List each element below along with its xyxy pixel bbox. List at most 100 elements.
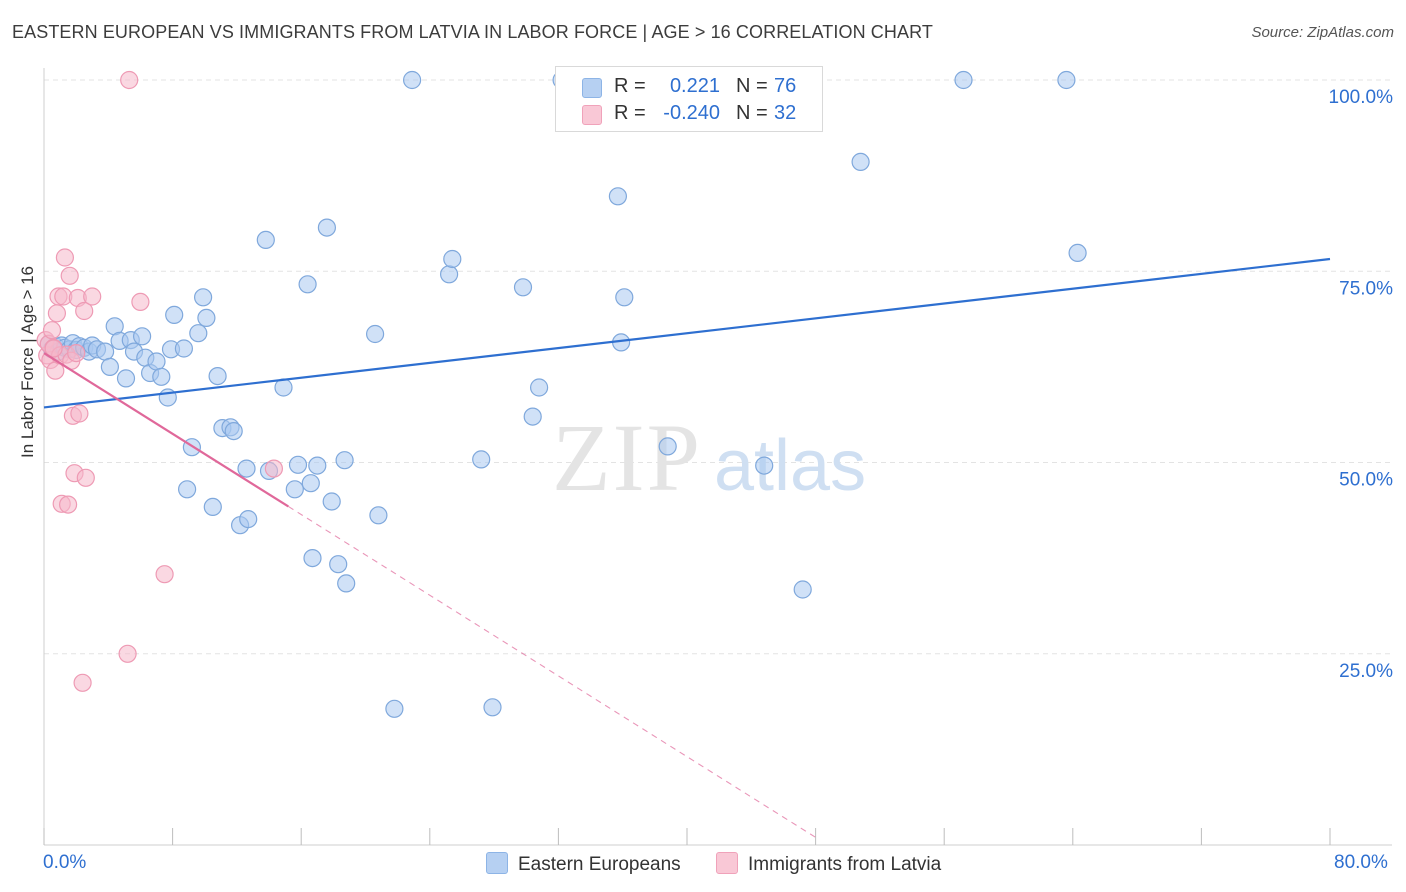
data-point xyxy=(100,357,120,376)
data-point xyxy=(152,367,171,386)
data-point xyxy=(285,480,304,499)
bottom-legend-label: Eastern Europeans xyxy=(518,854,681,875)
bottom-legend-label: Immigrants from Latvia xyxy=(748,854,942,875)
data-point xyxy=(95,342,115,361)
data-point xyxy=(76,468,95,487)
bottom-legend-swatch-blue xyxy=(486,852,508,874)
trend-line-solid xyxy=(43,352,289,508)
y-tick-label: 50.0% xyxy=(1339,470,1393,491)
data-point xyxy=(440,265,459,284)
legend-n-label: N = xyxy=(736,102,768,124)
y-tick-label: 100.0% xyxy=(1329,87,1394,108)
legend-r-value: 0.221 xyxy=(669,75,720,97)
data-point xyxy=(194,288,213,307)
correlation-legend: R = 0.221 N = 76 R = -0.240 N = 32 xyxy=(555,66,823,132)
legend-swatch-pink xyxy=(582,105,602,125)
data-point xyxy=(443,249,462,269)
data-point xyxy=(73,673,92,692)
bottom-legend-swatch-pink xyxy=(716,852,738,874)
data-point xyxy=(178,480,197,499)
data-point xyxy=(67,344,86,363)
data-point xyxy=(317,218,336,237)
watermark: ZIP atlas xyxy=(552,404,866,511)
data-point xyxy=(189,324,208,343)
data-point xyxy=(513,278,533,297)
trend-lines xyxy=(43,257,1331,838)
y-axis-label: In Labor Force | Age > 16 xyxy=(18,265,37,458)
data-point xyxy=(264,459,283,478)
x-max-label: 80.0% xyxy=(1334,852,1388,873)
data-point xyxy=(608,187,628,206)
data-point xyxy=(133,327,152,346)
data-point xyxy=(58,495,78,514)
data-point xyxy=(224,422,243,441)
axes xyxy=(43,68,1392,846)
data-point xyxy=(75,301,94,321)
legend-n-label: N = xyxy=(736,75,768,97)
source-label: Source: ZipAtlas.com xyxy=(1251,24,1394,41)
data-point xyxy=(155,565,174,584)
data-point xyxy=(851,152,870,171)
data-point xyxy=(147,352,166,371)
series-immigrants-from-latvia xyxy=(36,70,283,692)
data-point xyxy=(403,70,422,90)
data-point xyxy=(337,574,356,593)
y-tick-label: 25.0% xyxy=(1339,661,1393,682)
data-point xyxy=(83,287,102,306)
data-point xyxy=(483,698,502,717)
data-point xyxy=(239,509,258,529)
data-point xyxy=(131,292,150,311)
data-point xyxy=(70,404,89,423)
data-point xyxy=(288,455,308,474)
data-point xyxy=(385,699,404,718)
data-point xyxy=(615,288,634,307)
chart-title: EASTERN EUROPEAN VS IMMIGRANTS FROM LATV… xyxy=(12,22,933,42)
data-point xyxy=(322,492,341,511)
data-point xyxy=(116,369,136,388)
data-point xyxy=(165,305,184,324)
data-point xyxy=(308,456,327,475)
data-point xyxy=(237,459,256,478)
data-point xyxy=(298,275,317,294)
data-point xyxy=(954,70,973,90)
legend-r-label: R = xyxy=(614,102,646,124)
data-point xyxy=(529,378,549,397)
data-point xyxy=(369,506,388,525)
data-point xyxy=(60,266,79,285)
data-point xyxy=(335,451,354,470)
trend-line-solid xyxy=(43,257,1331,409)
watermark-atlas: atlas xyxy=(714,426,866,506)
data-point xyxy=(42,321,62,340)
data-point xyxy=(303,548,322,568)
data-point xyxy=(174,339,193,358)
data-point xyxy=(47,304,67,323)
gridlines xyxy=(44,79,1392,655)
legend-n-value: 32 xyxy=(774,102,797,124)
trend-line-dashed xyxy=(288,505,816,838)
data-point xyxy=(44,339,63,358)
data-point xyxy=(366,324,385,344)
bottom-legend-eastern-europeans: Eastern Europeans xyxy=(486,852,681,876)
y-tick-labels: 25.0% 50.0% 75.0% 100.0% xyxy=(1329,87,1394,682)
data-point xyxy=(472,450,491,469)
legend-n-value: 76 xyxy=(774,75,797,97)
data-point xyxy=(658,437,677,456)
watermark-zip: ZIP xyxy=(552,404,702,511)
data-point xyxy=(55,248,75,267)
series-eastern-europeans xyxy=(39,70,1087,718)
legend-swatch-blue xyxy=(582,78,602,98)
data-point xyxy=(755,456,774,475)
legend-r-label: R = xyxy=(614,75,646,97)
data-point xyxy=(523,407,542,426)
bottom-legend-immigrants-from-latvia: Immigrants from Latvia xyxy=(716,852,941,876)
data-point xyxy=(793,580,812,599)
data-point xyxy=(120,70,139,90)
data-point xyxy=(118,644,137,663)
x-min-label: 0.0% xyxy=(43,852,87,873)
data-point xyxy=(329,555,348,574)
data-point xyxy=(1057,70,1076,90)
legend-r-value: -0.240 xyxy=(663,102,720,124)
data-point xyxy=(208,367,227,386)
data-point xyxy=(197,308,216,327)
